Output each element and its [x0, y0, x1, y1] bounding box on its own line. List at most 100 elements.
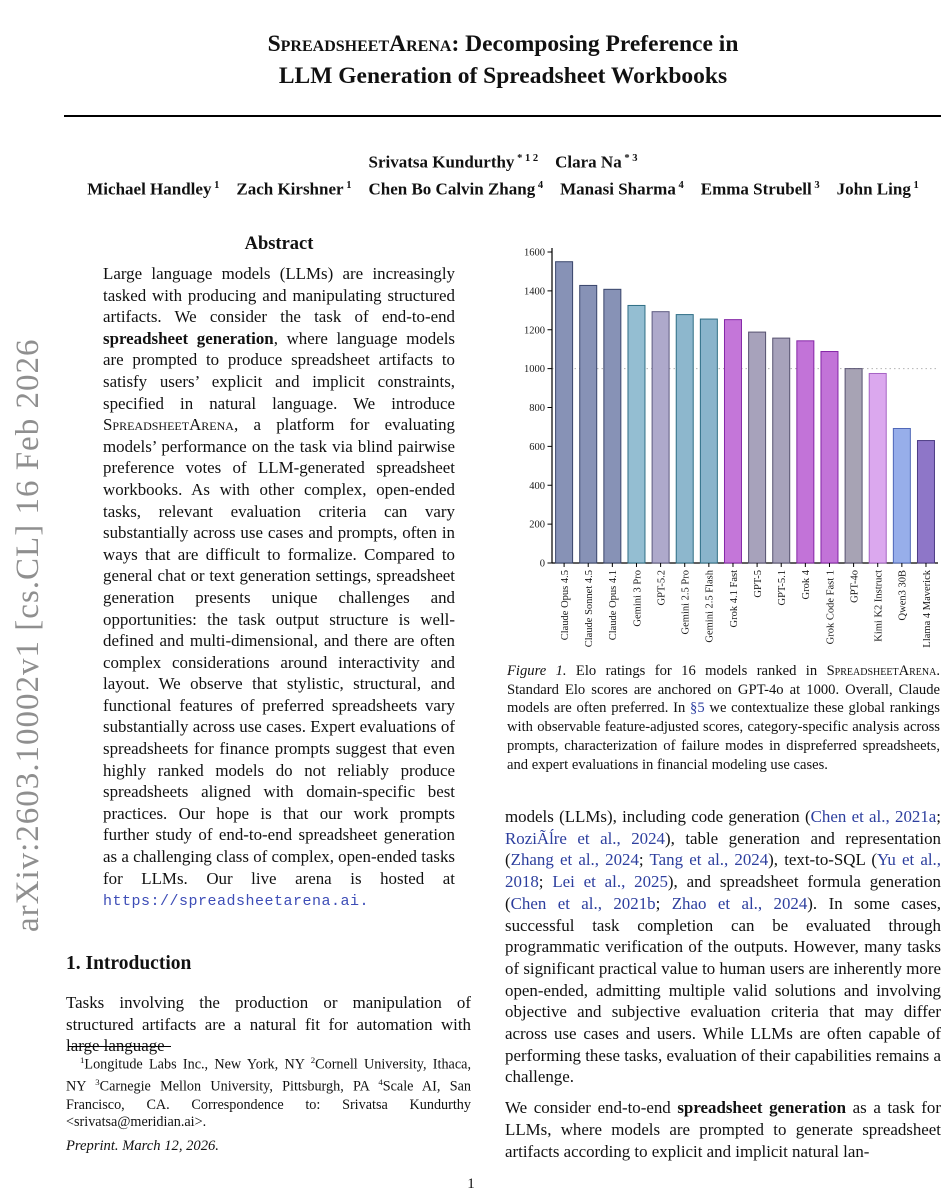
text-segment: * 1 2	[514, 153, 539, 164]
y-tick-label: 0	[540, 559, 545, 570]
text-segment: 4	[378, 1077, 383, 1088]
author-line-2: Michael Handley 1 Zach Kirshner 1 Chen B…	[65, 174, 941, 201]
figure-1-caption: Figure 1. Elo ratings for 16 models rank…	[507, 662, 940, 774]
text-segment: 2	[310, 1055, 316, 1065]
text-segment: Srivatsa Kundurthy	[368, 152, 515, 172]
text-segment: * 3	[621, 153, 638, 164]
introduction-text: Tasks involving the production or manipu…	[66, 993, 471, 1056]
y-tick-label: 200	[529, 520, 545, 531]
bar-gemini-2-5-flash	[699, 318, 718, 564]
text-segment: Clara Na	[555, 152, 622, 172]
paper-title: SpreadsheetArena: Decomposing Preference…	[65, 28, 941, 92]
bar-qwen3-30b	[892, 427, 911, 564]
bar-gemini-3-pro	[627, 304, 646, 564]
text-segment: models (LLMs), including code generation…	[505, 807, 811, 826]
citation-link[interactable]: Zhao et al., 2024	[671, 893, 808, 913]
y-tick-label: 400	[529, 481, 545, 492]
text-segment: 4	[535, 180, 544, 192]
bar-llama-4-maverick	[916, 440, 935, 564]
y-tick-label: 1200	[524, 325, 545, 336]
x-tick-label: Gemini 2.5 Flash	[705, 569, 716, 642]
x-tick-label: Gemini 2.5 Pro	[681, 570, 692, 634]
text-segment: 3	[95, 1077, 100, 1088]
text-segment: ;	[655, 893, 672, 913]
text-segment	[351, 180, 368, 199]
text-segment: 1	[343, 180, 352, 192]
y-tick-label: 800	[529, 403, 545, 414]
bar-kimi-k2-instruct	[868, 372, 887, 564]
section-heading-introduction: 1. Introduction	[66, 953, 192, 974]
text-segment: Emma Strubell	[700, 179, 812, 199]
text-segment	[543, 180, 560, 199]
bar-claude-sonnet-4-5	[579, 284, 598, 564]
x-tick-label: GPT-5	[753, 570, 764, 598]
citation-link[interactable]: Tang et al., 2024	[649, 850, 769, 870]
citation-link[interactable]: Lei et al., 2025	[552, 872, 668, 892]
y-tick-label: 1600	[524, 248, 545, 259]
text-segment: Figure 1.	[507, 663, 567, 679]
arena-url-link[interactable]: https://spreadsheetarena.ai.	[103, 893, 370, 911]
x-tick-label: Grok 4.1 Fast	[729, 570, 740, 628]
x-tick-label: Claude Opus 4.1	[608, 570, 619, 640]
text-segment: SpreadsheetArena	[826, 663, 937, 679]
bar-gpt-5	[748, 331, 767, 564]
author-line-1: Srivatsa Kundurthy * 1 2 Clara Na * 3	[65, 147, 941, 174]
y-tick-label: 1000	[524, 364, 545, 375]
text-segment: . Standard Elo scores are anchored on GP…	[507, 663, 940, 717]
bar-grok-4-1-fast	[723, 319, 742, 564]
text-segment: ), text-to-SQL (	[768, 850, 878, 870]
citation-link[interactable]: Yu et al., 2018	[505, 850, 941, 892]
text-segment: 1	[211, 180, 220, 192]
bar-gpt-4o	[844, 368, 863, 564]
paper-title-line2: LLM Generation of Spreadsheet Workbooks	[278, 63, 728, 89]
title-divider	[64, 115, 941, 117]
section-5-link[interactable]: §5	[690, 700, 705, 717]
text-segment: Scale AI, San Francisco, CA. Corresponde…	[66, 1079, 471, 1131]
y-tick-label: 1400	[524, 286, 545, 297]
text-segment: as a task for LLMs, where models are pro…	[505, 1098, 941, 1161]
text-segment	[219, 180, 236, 199]
text-segment: Carnegie Mellon University, Pittsburgh, …	[99, 1079, 379, 1096]
arxiv-watermark: arXiv:2603.10002v1 [cs.CL] 16 Feb 2026	[10, 338, 46, 932]
text-segment: ). In some cases, successful task comple…	[505, 893, 941, 1087]
x-tick-label: Grok 4	[801, 569, 812, 599]
paper-title-line1: SpreadsheetArena: Decomposing Preference…	[65, 28, 941, 60]
body-paragraph: We consider end-to-end spreadsheet gener…	[505, 1097, 941, 1162]
text-segment	[820, 180, 837, 199]
citation-link[interactable]: Chen et al., 2021a	[810, 807, 937, 826]
bar-grok-code-fast-1	[820, 351, 839, 564]
citation-link[interactable]: Chen et al., 2021b	[510, 893, 656, 913]
text-segment: Manasi Sharma	[560, 179, 676, 199]
text-segment: Michael Handley	[87, 179, 212, 199]
text-segment: SpreadsheetArena	[267, 31, 452, 57]
text-segment: SpreadsheetArena	[103, 415, 234, 435]
abstract-heading: Abstract	[244, 234, 314, 254]
text-segment	[684, 180, 701, 199]
text-segment: Longitude Labs Inc., New York, NY	[84, 1056, 311, 1073]
x-tick-label: Llama 4 Maverick	[922, 569, 933, 647]
text-segment	[538, 153, 555, 172]
x-tick-label: Gemini 3 Pro	[632, 570, 643, 627]
text-segment: , a platform for evaluating models’ perf…	[103, 415, 455, 888]
x-tick-label: Grok Code Fast 1	[825, 570, 836, 644]
x-tick-label: Claude Opus 4.5	[560, 570, 571, 640]
citation-link[interactable]: Zhang et al., 2024	[510, 850, 639, 870]
text-segment: 3	[811, 180, 820, 192]
text-segment: John Ling	[836, 179, 911, 199]
abstract-text: Large language models (LLMs) are increas…	[103, 263, 455, 913]
bar-claude-opus-4-1	[603, 288, 622, 564]
x-tick-label: Claude Sonnet 4.5	[584, 570, 595, 647]
text-segment: : Decomposing Preference in	[451, 31, 739, 57]
x-tick-label: GPT-4o	[849, 570, 860, 603]
x-tick-label: Kimi K2 Instruct	[874, 570, 885, 642]
text-segment: Large language models (LLMs) are increas…	[103, 264, 455, 327]
text-segment: Chen Bo Calvin Zhang	[368, 179, 536, 199]
text-segment: Cornell University, Ithaca, NY	[66, 1056, 471, 1096]
citation-link[interactable]: RoziÃĺre et al., 2024	[505, 828, 666, 848]
preprint-note: Preprint. March 12, 2026.	[66, 1138, 219, 1154]
text-segment: We consider end-to-end	[505, 1098, 678, 1118]
text-segment: , where language models are prompted to …	[103, 328, 455, 413]
text-segment: ;	[936, 807, 941, 826]
text-segment: ;	[538, 872, 553, 892]
bar-grok-4	[796, 340, 815, 564]
